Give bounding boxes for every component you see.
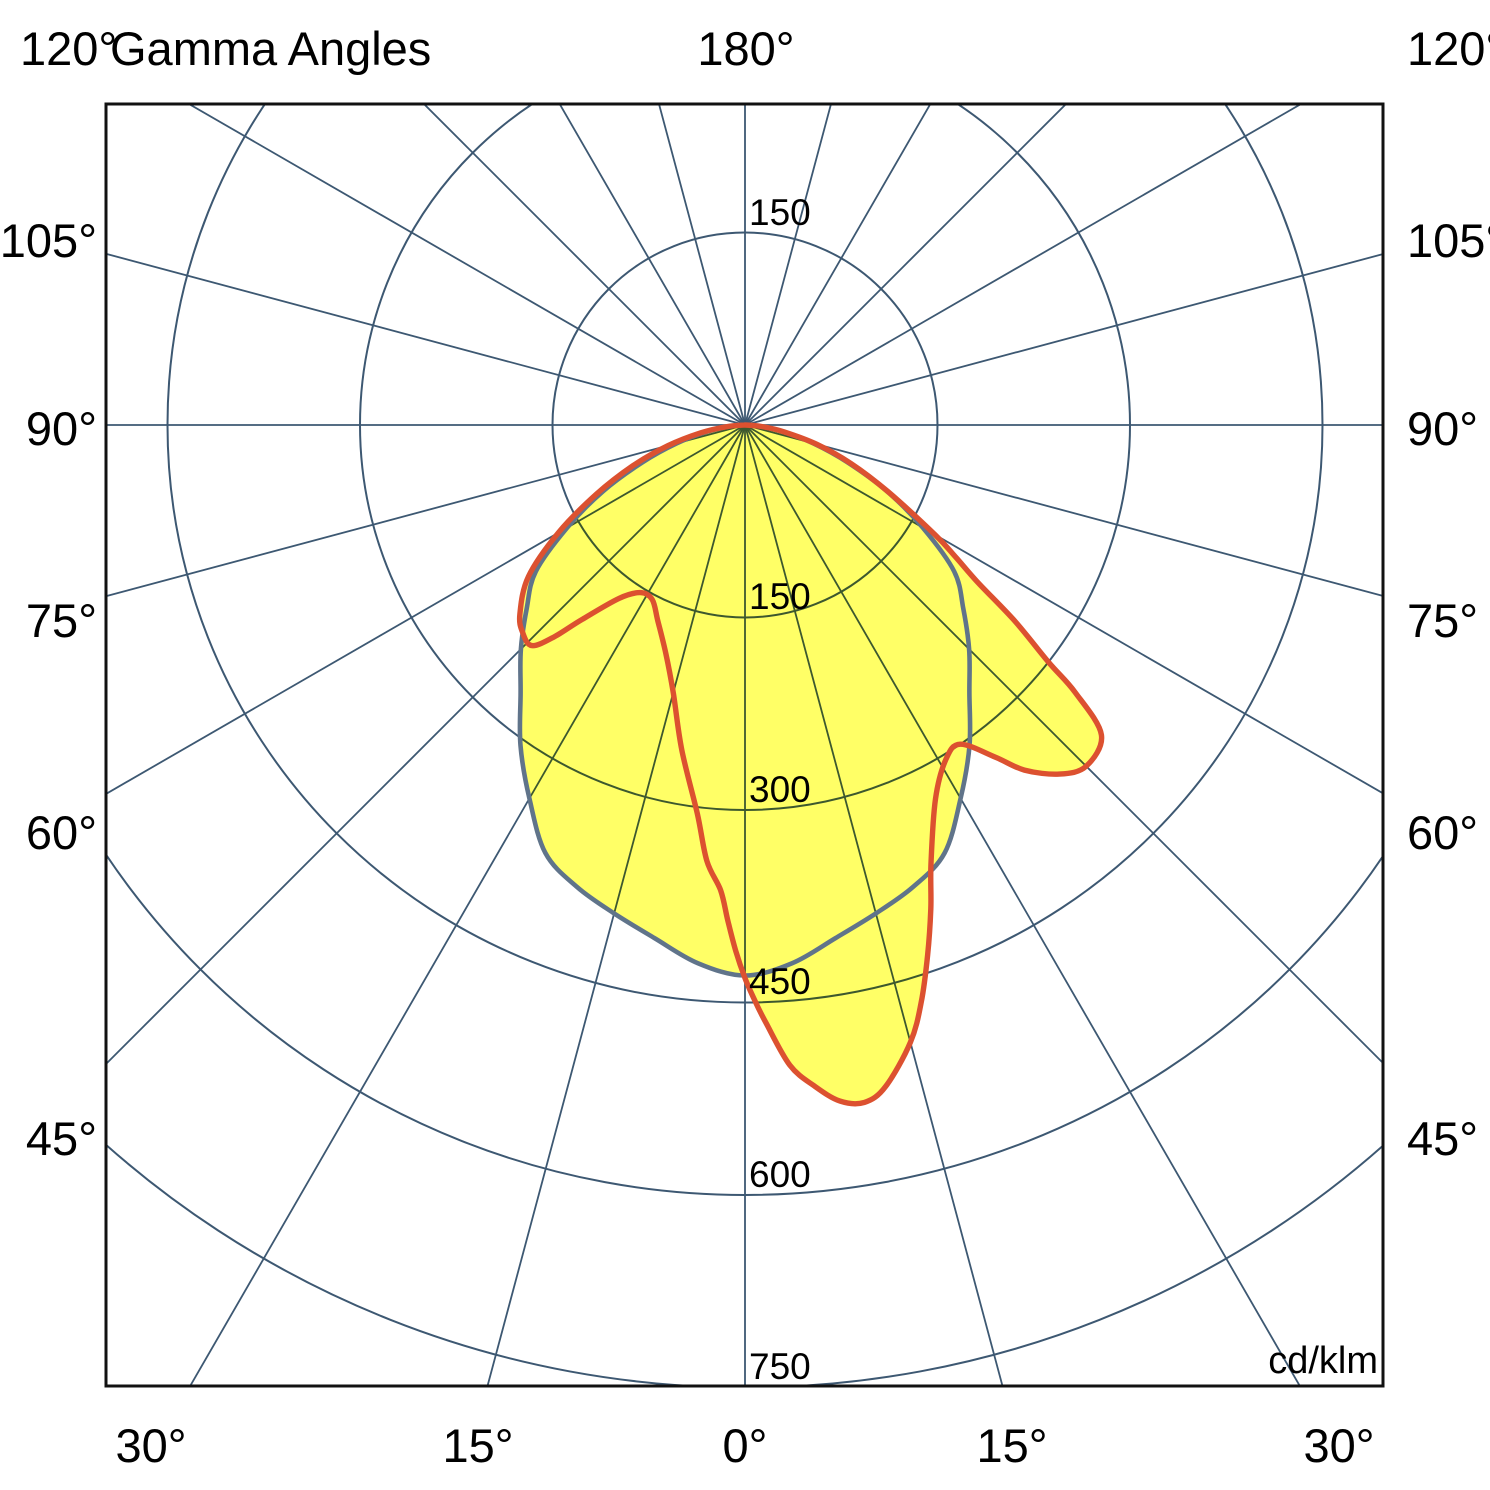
gamma-ray-120 <box>744 104 1303 426</box>
plot-border <box>104 102 1385 1388</box>
gamma-ray-75 <box>744 424 1383 597</box>
gamma-ray-60 <box>744 424 1383 795</box>
angle-label-0-bottom: 0° <box>722 1419 768 1472</box>
beam-fill-red-curve <box>519 425 1102 1104</box>
chart-title: Gamma Angles <box>110 22 432 75</box>
angle-label-30-bottom-right: 30° <box>1303 1419 1375 1472</box>
angle-label-15-bottom-left: 15° <box>442 1419 514 1472</box>
angle-label-105-left: 105° <box>0 214 97 267</box>
angle-label-120-left: 120° <box>20 22 118 75</box>
beam-fill <box>519 425 1102 1104</box>
gamma-ray-195 <box>658 104 746 426</box>
angle-label-60-right: 60° <box>1407 806 1479 859</box>
angle-label-15-bottom-right: 15° <box>976 1419 1048 1472</box>
ring-label-450: 450 <box>749 961 811 1003</box>
ring-label-600: 600 <box>749 1153 811 1195</box>
angle-label-90-right: 90° <box>1407 402 1479 455</box>
gamma-ray-150 <box>744 104 932 426</box>
gamma-ray-255 <box>106 252 746 426</box>
unit-label: cd/klm <box>1268 1340 1378 1382</box>
gamma-ray-240 <box>187 104 746 426</box>
angle-label-45-left: 45° <box>25 1112 97 1165</box>
angle-label-30-bottom-left: 30° <box>115 1419 187 1472</box>
gamma-ray-135 <box>744 104 1068 426</box>
gamma-ray-225 <box>422 104 746 426</box>
ring-label-150-top: 150 <box>749 191 811 233</box>
ring-label-750: 750 <box>749 1346 811 1388</box>
angle-label-105-right: 105° <box>1407 214 1490 267</box>
gamma-ray-165 <box>744 104 832 426</box>
angle-label-60-left: 60° <box>25 806 97 859</box>
gamma-ray-210 <box>558 104 746 426</box>
angle-label-75-left: 75° <box>25 594 97 647</box>
ring-label-150-bottom: 150 <box>749 576 811 618</box>
intensity-ring-600 <box>106 852 1383 1196</box>
angle-label-45-right: 45° <box>1407 1112 1479 1165</box>
angle-label-120-right: 120° <box>1407 22 1490 75</box>
ring-label-300: 300 <box>749 768 811 810</box>
gamma-ray-285 <box>106 424 746 598</box>
gamma-ray-300 <box>106 424 746 795</box>
angle-label-90-left: 90° <box>25 402 97 455</box>
red-curve <box>516 422 1105 1107</box>
angle-label-180: 180° <box>697 22 795 75</box>
gamma-ray-105 <box>744 253 1383 426</box>
angle-label-75-right: 75° <box>1407 594 1479 647</box>
intensity-ring-450 <box>166 104 1324 1004</box>
